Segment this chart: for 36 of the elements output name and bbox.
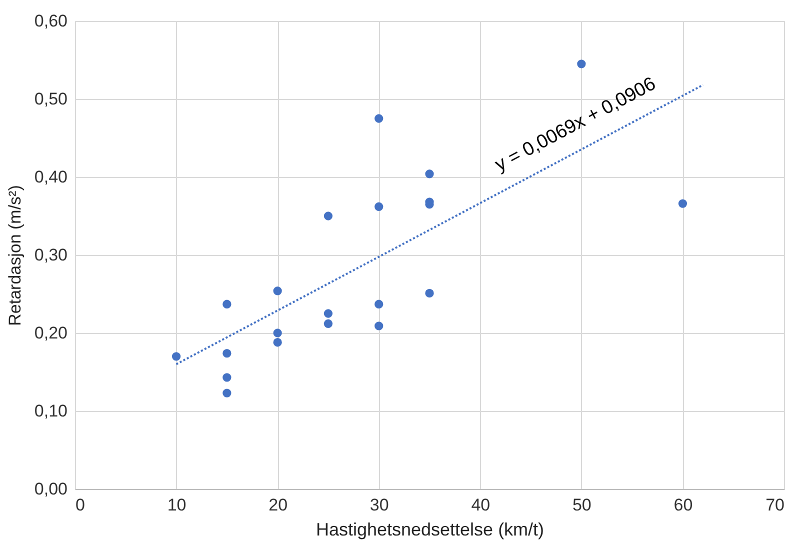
point [273, 338, 282, 347]
x-tick-label: 30 [370, 496, 389, 514]
x-tick-label: 70 [766, 496, 784, 514]
point [374, 114, 384, 123]
y-tick-label: 0,40 [34, 168, 68, 186]
point [425, 288, 434, 298]
y-tick-label: 0,10 [34, 402, 68, 420]
x-tick-label: 10 [167, 496, 186, 514]
point [425, 170, 434, 178]
point [273, 286, 282, 296]
y-tick-label: 0,60 [34, 12, 68, 30]
y-tick-label: 0,20 [34, 324, 68, 342]
point [678, 199, 688, 208]
y-tick-label: 0,30 [34, 246, 68, 264]
x-tick-label: 40 [471, 496, 490, 514]
point [374, 202, 384, 211]
point [577, 60, 586, 68]
point [172, 352, 181, 361]
x-axis-title: Hastighetsnedsettelse (km/t) [316, 520, 544, 540]
point [374, 300, 384, 308]
x-tick-label: 20 [268, 496, 288, 514]
x-tick-label: 60 [674, 496, 693, 514]
x-tick-label: 0 [76, 496, 85, 514]
x-tick-label: 50 [572, 496, 592, 514]
point [273, 328, 282, 338]
y-axis-title: Retardasjon (m/s²) [5, 185, 24, 326]
y-tick-label: 0,50 [34, 90, 68, 108]
point [222, 373, 232, 382]
point [324, 212, 333, 220]
point [222, 300, 232, 308]
y-tick-label: 0,00 [34, 480, 68, 498]
point [222, 388, 232, 398]
point [324, 319, 333, 328]
point [222, 348, 232, 358]
point [374, 322, 384, 330]
point [324, 309, 333, 318]
